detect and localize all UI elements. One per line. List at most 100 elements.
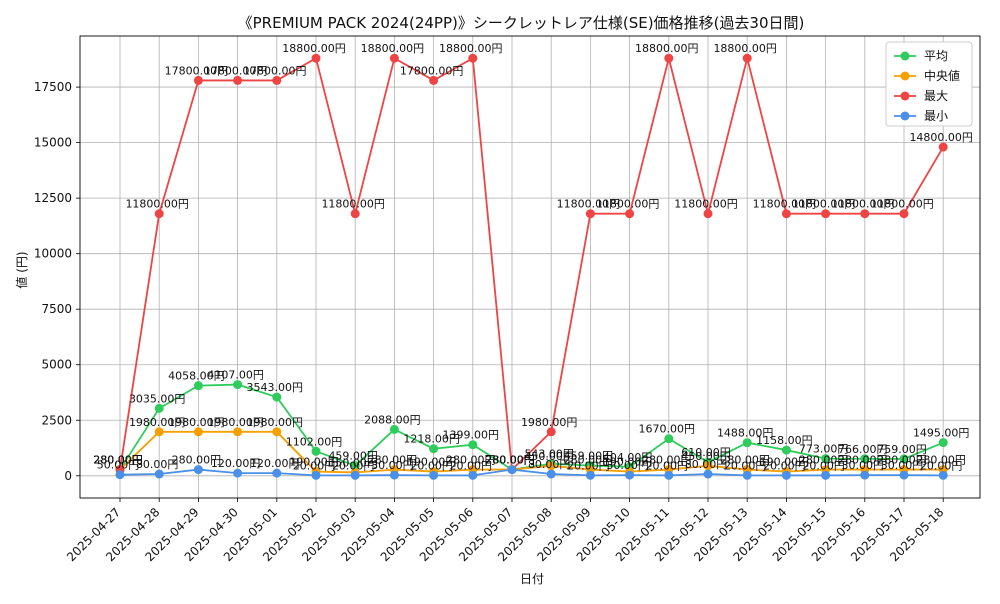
data-point [585, 470, 595, 480]
data-label: 280.00円 [485, 454, 535, 467]
data-label: 18800.00円 [439, 42, 503, 55]
data-label: 30.00円 [881, 459, 924, 472]
data-point [233, 468, 243, 478]
data-point [742, 438, 752, 448]
data-point [350, 470, 360, 480]
data-point [193, 75, 203, 85]
data-label: 3543.00円 [247, 381, 304, 394]
series-line [119, 468, 944, 477]
data-label: 1218.00円 [403, 433, 460, 446]
data-label: 80.00円 [685, 458, 728, 471]
data-label: 280.00円 [485, 454, 535, 467]
data-point [703, 209, 713, 219]
data-point [154, 209, 164, 219]
data-label: 280.00円 [916, 454, 966, 467]
data-label: 18800.00円 [635, 42, 699, 55]
series-3 [115, 465, 948, 480]
y-tick-label: 2500 [41, 413, 72, 427]
data-point [154, 427, 164, 437]
data-point [703, 461, 713, 471]
data-label: 450.00円 [681, 450, 731, 463]
legend-swatch-marker [900, 71, 910, 81]
data-label: 20.00円 [646, 459, 689, 472]
data-label: 18800.00円 [361, 42, 425, 55]
data-label: 11800.00円 [557, 198, 621, 211]
data-label: 190.00円 [407, 456, 457, 469]
data-point [507, 465, 517, 475]
data-point [311, 446, 321, 456]
data-label: 3035.00円 [129, 392, 186, 405]
y-tick-label: 10000 [34, 247, 72, 261]
data-label: 20.00円 [802, 459, 845, 472]
data-label: 190.00円 [760, 456, 810, 469]
data-label: 543.00円 [524, 448, 574, 461]
data-point [821, 470, 831, 480]
data-point [154, 469, 164, 479]
series-line [119, 56, 944, 472]
data-point [938, 470, 948, 480]
data-label: 20.00円 [724, 459, 767, 472]
data-label: 404.00円 [603, 451, 653, 464]
plot-frame [79, 35, 981, 499]
data-label: 280.00円 [877, 454, 927, 467]
data-point [546, 461, 556, 471]
data-label: 280.00円 [93, 454, 143, 467]
data-label: 280.00円 [720, 454, 770, 467]
data-point [546, 469, 556, 479]
data-label: 450.00円 [524, 450, 574, 463]
data-point [468, 440, 478, 450]
data-label: 280.00円 [368, 454, 418, 467]
legend-swatch-marker [900, 91, 910, 101]
data-point [429, 444, 439, 454]
data-label: 280.00円 [485, 454, 535, 467]
data-point [389, 424, 399, 434]
y-axis-label: 値 (円) [14, 251, 29, 288]
series-line [119, 383, 944, 471]
y-tick-label: 15000 [34, 136, 72, 150]
data-label: 610.00円 [681, 446, 731, 459]
y-tick-label: 5000 [41, 358, 72, 372]
data-label: 30.00円 [842, 459, 885, 472]
data-label: 11800.00円 [674, 198, 738, 211]
data-point [781, 209, 791, 219]
data-label: 459.00円 [328, 450, 378, 463]
data-point [389, 53, 399, 63]
chart-title: 《PREMIUM PACK 2024(24PP)》シークレットレア仕様(SE)価… [238, 14, 805, 32]
data-label: 20.00円 [332, 459, 375, 472]
data-label: 20.00円 [293, 459, 336, 472]
data-label: 18800.00円 [282, 42, 346, 55]
series-line [119, 430, 944, 474]
data-point [742, 53, 752, 63]
data-label: 1670.00円 [639, 423, 696, 436]
data-label: 17800.00円 [204, 64, 268, 77]
data-point [938, 438, 948, 448]
data-label: 20.00円 [763, 459, 806, 472]
legend-box [885, 41, 973, 127]
data-point [781, 445, 791, 455]
data-label: 2088.00円 [364, 413, 421, 426]
data-point [233, 427, 243, 437]
data-label: 1158.00円 [756, 434, 813, 447]
data-point [860, 470, 870, 480]
data-point [272, 427, 282, 437]
data-point [664, 53, 674, 63]
y-tick-label: 7500 [41, 302, 72, 316]
y-tick-label: 17500 [34, 80, 72, 94]
data-label: 17800.00円 [165, 64, 229, 77]
data-label: 1980.00円 [247, 416, 304, 429]
data-label: 280.00円 [799, 454, 849, 467]
data-label: 773.00円 [799, 443, 849, 456]
y-tick-label: 0 [64, 469, 72, 483]
data-label: 50.00円 [97, 459, 140, 472]
data-point [115, 470, 125, 480]
data-point [625, 470, 635, 480]
data-point [546, 427, 556, 437]
x-axis-label: 日付 [520, 572, 544, 586]
legend-swatch-marker [900, 111, 910, 121]
data-point [585, 209, 595, 219]
legend-label: 最小 [924, 109, 948, 123]
data-label: 11800.00円 [870, 198, 934, 211]
data-point [821, 454, 831, 464]
